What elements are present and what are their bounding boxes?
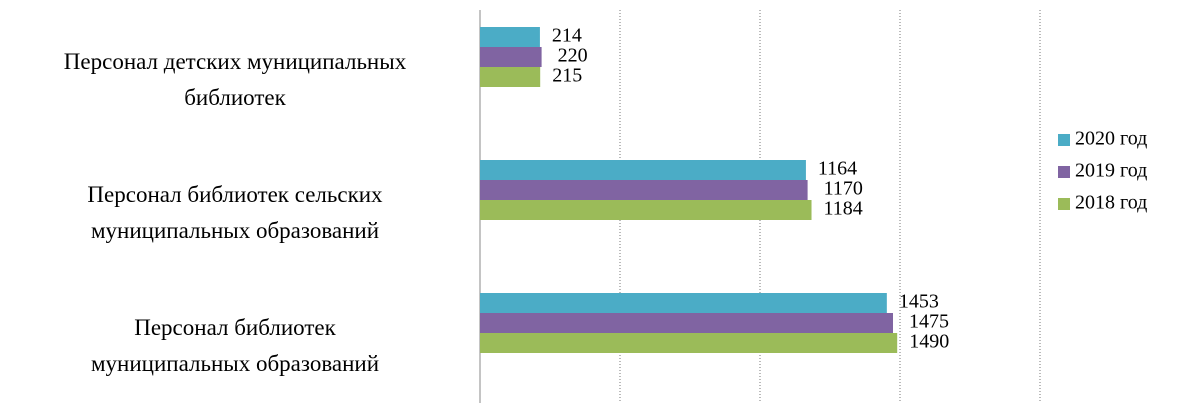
value-label: 1490 [909,331,949,353]
bar [480,333,898,353]
category-label: Персонал детских муниципальных библиотек [63,49,407,110]
value-label: 1170 [824,178,863,200]
value-label: 214 [552,25,582,47]
value-label: 1475 [909,311,949,333]
bar [480,200,812,220]
value-label: 1453 [899,291,939,313]
legend-label: 2019 год [1075,160,1147,182]
bar [480,27,540,47]
value-label: 220 [558,45,588,67]
bar [480,180,808,200]
bar [480,47,542,67]
legend-label: 2018 год [1075,192,1147,214]
value-label: 1164 [818,158,857,180]
legend-swatch [1058,134,1070,146]
category-label: Персонал библиотек сельских муниципальны… [87,182,383,243]
legend-swatch [1058,166,1070,178]
bar [480,67,541,87]
legend-swatch [1058,198,1070,210]
bar [480,293,887,313]
category-label: Персонал библиотек муниципальных образов… [90,315,380,376]
value-label: 1184 [824,198,863,220]
legend-label: 2020 год [1075,128,1147,150]
bar [480,313,893,333]
value-label: 215 [552,65,582,87]
bar [480,160,806,180]
